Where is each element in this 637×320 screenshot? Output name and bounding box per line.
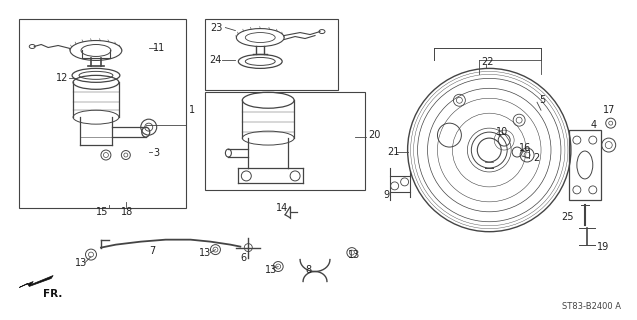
Text: 17: 17 bbox=[603, 105, 615, 115]
Text: 23: 23 bbox=[210, 23, 223, 33]
Text: 4: 4 bbox=[590, 120, 597, 130]
Text: 13: 13 bbox=[348, 250, 360, 260]
Text: 9: 9 bbox=[383, 190, 390, 200]
Text: 25: 25 bbox=[561, 212, 573, 222]
Text: FR.: FR. bbox=[43, 289, 62, 300]
Text: 21: 21 bbox=[388, 147, 400, 157]
Text: 15: 15 bbox=[96, 207, 108, 217]
Text: 2: 2 bbox=[533, 153, 540, 163]
Text: 13: 13 bbox=[265, 265, 278, 275]
Text: 13: 13 bbox=[75, 258, 87, 268]
Text: 6: 6 bbox=[240, 252, 247, 263]
Text: 18: 18 bbox=[121, 207, 133, 217]
Polygon shape bbox=[19, 276, 53, 287]
Text: ST83-B2400 A: ST83-B2400 A bbox=[562, 302, 620, 311]
Text: 22: 22 bbox=[482, 57, 494, 68]
Text: 12: 12 bbox=[56, 73, 69, 83]
Text: 20: 20 bbox=[368, 130, 380, 140]
Text: 1: 1 bbox=[189, 105, 195, 115]
Text: 5: 5 bbox=[539, 95, 545, 105]
Text: 10: 10 bbox=[496, 127, 508, 137]
Text: 14: 14 bbox=[276, 203, 289, 213]
Text: 19: 19 bbox=[597, 242, 609, 252]
Text: 8: 8 bbox=[305, 265, 311, 275]
Text: 13: 13 bbox=[199, 248, 211, 258]
Text: 24: 24 bbox=[210, 55, 222, 65]
Text: 16: 16 bbox=[519, 143, 531, 153]
Text: 7: 7 bbox=[149, 246, 155, 256]
Text: 3: 3 bbox=[154, 148, 160, 158]
Text: 11: 11 bbox=[153, 44, 165, 53]
